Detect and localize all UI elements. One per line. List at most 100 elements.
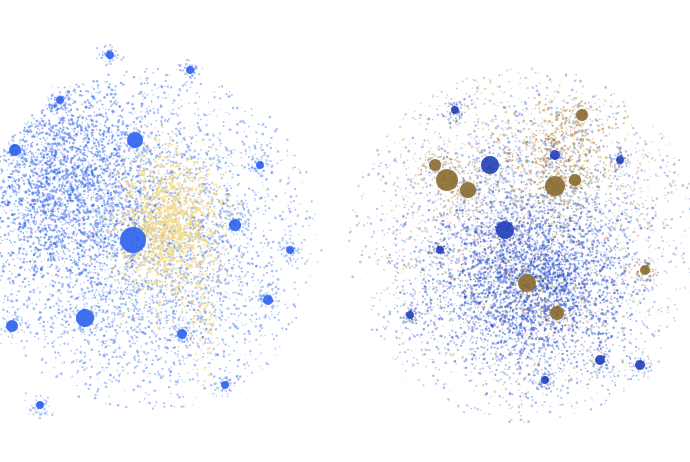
- node: [75, 165, 77, 168]
- node: [211, 132, 214, 134]
- node: [114, 258, 118, 262]
- node: [204, 178, 207, 181]
- node: [193, 303, 195, 306]
- node: [224, 162, 227, 165]
- node: [170, 86, 173, 89]
- node: [183, 381, 185, 383]
- node: [105, 403, 108, 405]
- node: [84, 149, 86, 152]
- node: [61, 138, 65, 141]
- node: [111, 248, 113, 251]
- node: [7, 278, 10, 280]
- node: [218, 281, 221, 284]
- node: [9, 278, 12, 280]
- node: [68, 329, 70, 331]
- node: [42, 325, 45, 328]
- node: [173, 247, 176, 250]
- node: [0, 200, 4, 204]
- node: [2, 263, 5, 265]
- node: [145, 107, 148, 110]
- node: [88, 264, 91, 267]
- node: [78, 325, 82, 328]
- node: [9, 173, 12, 176]
- node: [134, 111, 136, 113]
- node: [181, 379, 183, 381]
- node: [137, 365, 139, 367]
- node: [209, 239, 211, 241]
- node: [166, 347, 169, 350]
- node: [106, 225, 110, 228]
- node: [170, 404, 173, 407]
- node: [95, 232, 98, 235]
- node: [101, 150, 105, 153]
- node: [242, 206, 245, 209]
- node: [92, 228, 96, 231]
- node: [225, 366, 227, 368]
- node: [115, 378, 118, 382]
- node: [112, 376, 116, 379]
- node: [52, 134, 55, 137]
- node: [121, 297, 125, 301]
- node: [95, 288, 98, 291]
- node: [101, 263, 103, 265]
- node: [157, 344, 160, 348]
- node: [258, 307, 260, 309]
- node: [101, 160, 105, 164]
- node: [138, 328, 141, 331]
- node: [113, 317, 116, 320]
- node: [175, 141, 179, 145]
- node: [191, 282, 194, 285]
- node: [258, 197, 262, 200]
- node: [83, 139, 86, 141]
- node: [248, 299, 252, 302]
- node: [118, 201, 121, 205]
- node: [51, 318, 54, 321]
- node: [2, 287, 4, 289]
- node: [217, 156, 220, 159]
- node: [50, 191, 52, 193]
- node: [177, 175, 179, 178]
- node: [63, 126, 65, 128]
- node: [213, 96, 216, 99]
- node: [48, 155, 51, 158]
- node: [204, 251, 207, 254]
- node: [130, 169, 132, 171]
- node: [118, 205, 120, 208]
- node: [193, 363, 197, 367]
- node: [112, 239, 115, 242]
- node: [91, 209, 94, 211]
- node: [298, 233, 300, 235]
- node: [119, 372, 121, 375]
- node: [125, 187, 128, 189]
- node: [117, 195, 119, 197]
- node: [24, 285, 27, 287]
- node: [36, 236, 39, 239]
- node: [228, 307, 231, 309]
- node: [87, 235, 89, 237]
- node: [63, 315, 66, 318]
- node: [91, 289, 94, 291]
- node: [117, 379, 121, 383]
- node: [197, 380, 200, 382]
- node: [235, 106, 239, 110]
- node: [199, 280, 202, 283]
- node: [43, 329, 46, 332]
- node: [180, 266, 183, 269]
- node: [167, 149, 170, 153]
- node: [211, 275, 214, 278]
- node: [249, 237, 253, 241]
- node: [220, 207, 224, 210]
- node: [151, 287, 154, 290]
- node: [191, 378, 195, 381]
- node: [111, 290, 114, 292]
- node: [130, 260, 132, 262]
- node: [239, 293, 241, 295]
- node: [156, 334, 158, 336]
- node: [89, 238, 93, 242]
- node: [305, 210, 308, 213]
- node: [234, 255, 236, 257]
- node: [212, 290, 215, 293]
- node: [152, 294, 154, 296]
- node: [137, 354, 140, 358]
- node: [223, 253, 226, 256]
